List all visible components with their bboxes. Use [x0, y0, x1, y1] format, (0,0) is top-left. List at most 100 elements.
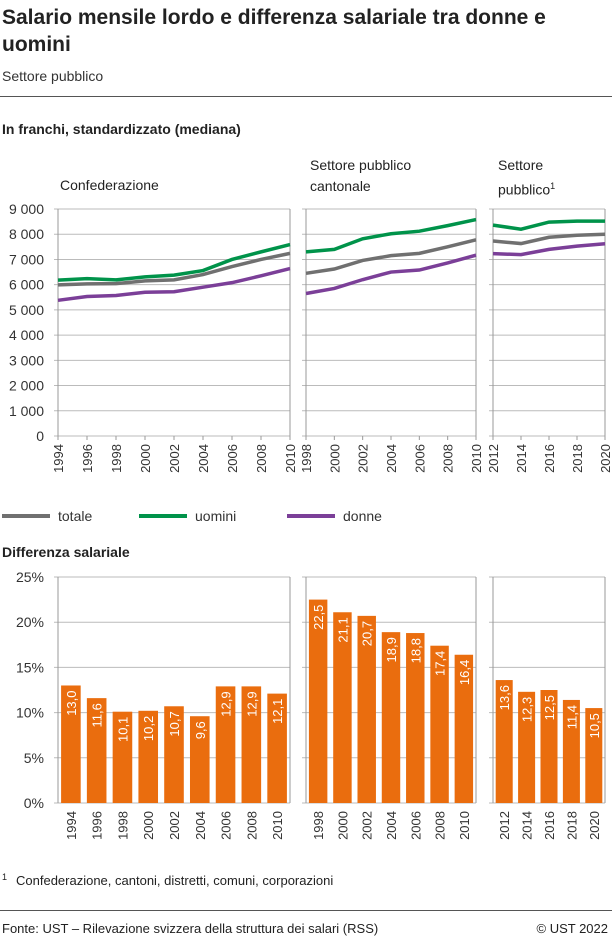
x-tick-label: 1998: [299, 444, 314, 473]
y-tick-label: 9 000: [9, 201, 44, 217]
x-tick-label: 2000: [327, 444, 342, 473]
x-tick-label: 2008: [433, 811, 448, 840]
source: Fonte: UST – Rilevazione svizzera della …: [2, 921, 379, 936]
bar: [381, 632, 401, 803]
x-tick-label: 2006: [219, 811, 234, 840]
bar: [585, 708, 603, 803]
x-tick-label: 2012: [497, 811, 512, 840]
bar-value-label: 18,8: [408, 638, 423, 663]
y-tick-label: 0%: [24, 795, 44, 811]
y-tick-label: 5 000: [9, 302, 44, 318]
y-tick-label: 4 000: [9, 327, 44, 343]
series-line-uomini: [492, 219, 605, 231]
bar: [308, 599, 328, 803]
x-tick-label: 1996: [90, 811, 105, 840]
y-tick-label: 10%: [16, 705, 44, 721]
x-tick-label: 2014: [514, 444, 529, 473]
bar-value-label: 16,4: [457, 660, 472, 685]
series-line-donne: [305, 253, 477, 296]
bar: [406, 633, 425, 803]
bar-value-label: 17,4: [433, 651, 448, 676]
x-tick-label: 2010: [469, 444, 484, 473]
x-tick-label: 2000: [138, 444, 153, 473]
x-tick-label: 2010: [457, 811, 472, 840]
series-line-totale: [57, 251, 291, 287]
series-line-donne: [57, 266, 291, 303]
bar-value-label: 13,0: [64, 690, 79, 715]
bar: [357, 615, 376, 803]
x-tick-label: 2008: [441, 444, 456, 473]
x-tick-label: 2020: [587, 811, 602, 840]
divider: [0, 96, 612, 97]
bar: [241, 686, 262, 803]
x-tick-label: 1998: [115, 811, 130, 840]
bar-value-label: 9,6: [193, 721, 208, 739]
x-tick-label: 1994: [51, 444, 66, 473]
x-tick-label: 2008: [254, 444, 269, 473]
bar: [562, 699, 580, 803]
legend-label-donne: donne: [343, 508, 382, 524]
x-tick-label: 2000: [141, 811, 156, 840]
y-tick-label: 7 000: [9, 251, 44, 267]
x-tick-label: 2004: [196, 444, 211, 473]
x-tick-label: 2006: [225, 444, 240, 473]
x-tick-label: 2002: [167, 811, 182, 840]
chart-subtitle: Settore pubblico: [2, 68, 104, 84]
bar: [454, 654, 474, 803]
y-tick-label: 0: [36, 428, 44, 444]
bar: [138, 710, 159, 803]
bar: [267, 693, 287, 803]
panel-label-confederazione: Confederazione: [60, 177, 159, 193]
bar-value-label: 22,5: [311, 605, 326, 630]
bar-value-label: 11,6: [90, 703, 105, 727]
x-tick-label: 1994: [64, 811, 79, 840]
x-tick-label: 2020: [598, 444, 612, 473]
y-tick-label: 2 000: [9, 378, 44, 394]
bar: [86, 698, 107, 803]
bar: [112, 711, 133, 803]
x-tick-label: 1998: [311, 811, 326, 840]
bar-section-title: Differenza salariale: [2, 544, 130, 560]
x-tick-label: 2016: [542, 444, 557, 473]
x-tick-label: 2002: [167, 444, 182, 473]
x-tick-label: 2006: [408, 811, 423, 840]
x-tick-label: 2000: [335, 811, 350, 840]
x-tick-label: 2004: [193, 811, 208, 840]
footnote-ref: 1: [550, 181, 556, 191]
bar: [518, 691, 536, 803]
x-tick-label: 2004: [384, 444, 399, 473]
x-tick-label: 2016: [542, 811, 557, 840]
series-line-donne: [492, 242, 606, 257]
bar-value-label: 10,1: [115, 717, 130, 742]
x-tick-label: 2002: [356, 444, 371, 473]
line-section-title: In franchi, standardizzato (mediana): [2, 121, 241, 137]
y-tick-label: 8 000: [9, 226, 44, 242]
y-tick-label: 25%: [16, 569, 44, 585]
bar-value-label: 12,5: [542, 695, 557, 720]
legend-label-totale: totale: [58, 508, 92, 524]
bar-value-label: 11,4: [564, 705, 579, 729]
bar: [495, 680, 513, 803]
legend-label-uomini: uomini: [195, 508, 236, 524]
bar-value-label: 21,1: [335, 617, 350, 642]
bar: [164, 706, 184, 803]
x-tick-label: 2014: [520, 811, 535, 840]
bar: [430, 645, 449, 803]
bar: [215, 686, 236, 803]
bar: [189, 716, 210, 803]
bar-value-label: 13,6: [497, 685, 512, 710]
bar: [540, 690, 558, 803]
x-tick-label: 2008: [244, 811, 259, 840]
x-tick-label: 2006: [412, 444, 427, 473]
x-tick-label: 1996: [80, 444, 95, 473]
panel-label-text: Settore pubblico: [498, 157, 551, 198]
bar: [333, 612, 352, 803]
series-line-totale: [305, 238, 477, 276]
bar-value-label: 12,9: [219, 691, 234, 716]
bar-value-label: 12,3: [520, 697, 535, 722]
y-tick-label: 5%: [24, 750, 44, 766]
y-tick-label: 6 000: [9, 277, 44, 293]
series-line-uomini: [305, 217, 477, 254]
x-tick-label: 2002: [360, 811, 375, 840]
